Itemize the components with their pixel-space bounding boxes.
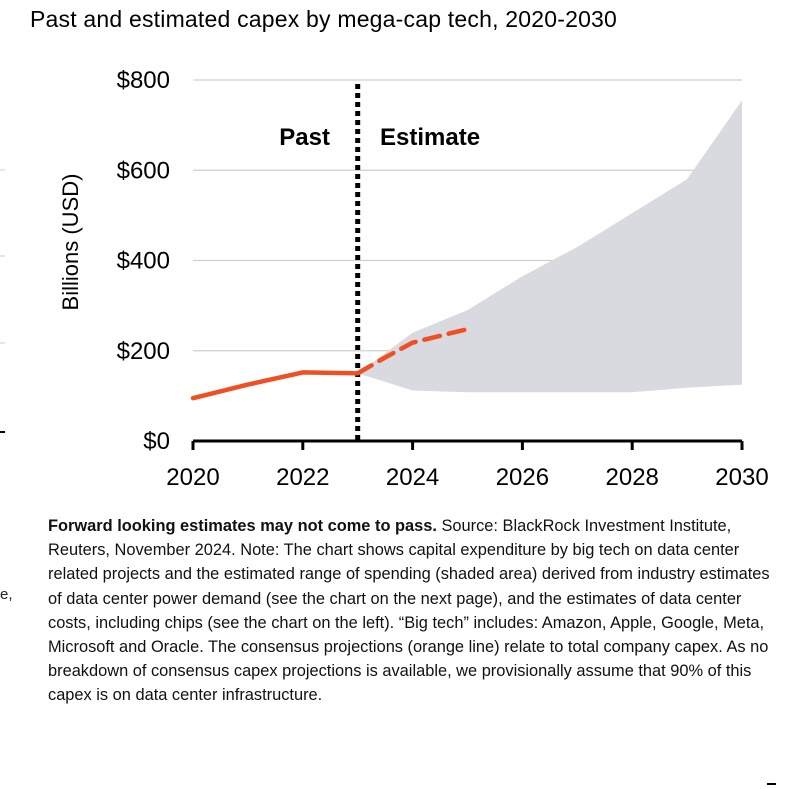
estimate-range-band xyxy=(357,100,742,393)
x-tick-label: 2030 xyxy=(715,464,768,491)
x-tick-label: 2028 xyxy=(606,464,659,491)
range-band xyxy=(357,100,742,393)
x-tick-label: 2022 xyxy=(276,464,329,491)
edge-tick-left xyxy=(0,431,5,433)
chart-title: Past and estimated capex by mega-cap tec… xyxy=(30,6,618,32)
consensus-capex-line xyxy=(355,326,470,376)
footnote: Forward looking estimates may not come t… xyxy=(48,514,783,708)
edge-tick-right xyxy=(767,783,776,785)
footnote-lead: Forward looking estimates may not come t… xyxy=(48,517,437,535)
y-tick-label: $200 xyxy=(117,338,170,365)
chart-labels: Billions (USD) Past Estimate xyxy=(58,124,480,310)
past-capex-line xyxy=(190,370,360,401)
region-label-estimate: Estimate xyxy=(380,124,480,151)
edge-text-fragment: e, xyxy=(0,586,13,603)
y-axis-label: Billions (USD) xyxy=(58,174,83,311)
capex-lines xyxy=(190,326,470,401)
x-tick-label: 2026 xyxy=(496,464,549,491)
region-label-past: Past xyxy=(279,124,330,151)
capex-chart: 2020 2022 2024 2026 2028 2030 $0 $200 $400 $600 $8… xyxy=(0,67,769,491)
y-tick-label: $0 xyxy=(143,428,170,455)
x-tick-label: 2020 xyxy=(166,464,219,491)
x-tick-label: 2024 xyxy=(386,464,439,491)
y-tick-label: $400 xyxy=(117,248,170,275)
y-tick-label: $800 xyxy=(117,67,170,94)
footnote-text: Source: BlackRock Investment Institute, … xyxy=(48,517,770,705)
axes: 2020 2022 2024 2026 2028 2030 $0 $200 $400 $600 $8… xyxy=(117,67,769,491)
y-tick-label: $600 xyxy=(117,157,170,184)
